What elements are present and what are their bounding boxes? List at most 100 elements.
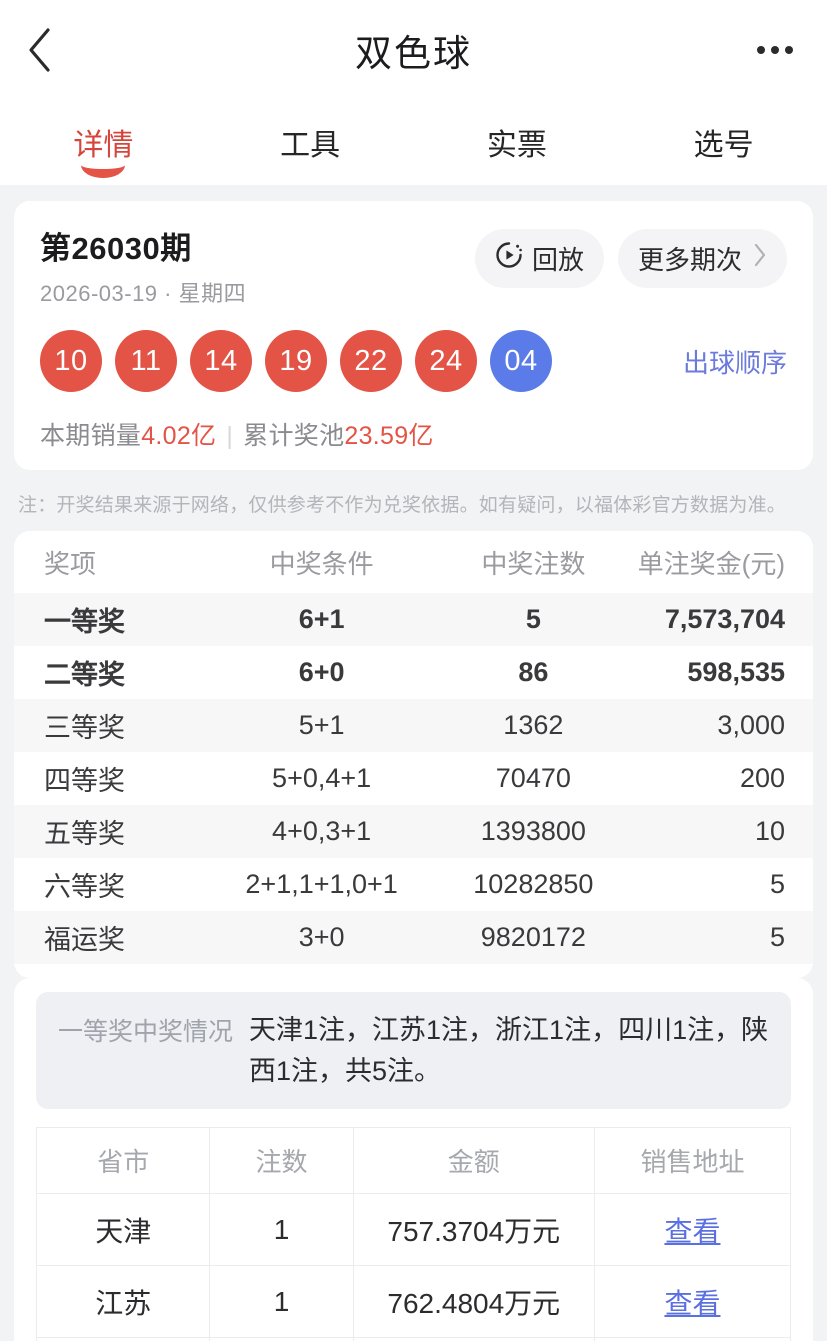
page-title: 双色球 [355,33,472,74]
prize-level: 一等奖 [44,607,125,637]
sales-value: 4.02亿 [141,422,217,450]
pool-value: 23.59亿 [344,422,434,450]
prize-condition: 6+1 [298,604,345,634]
prize-amount: 5 [769,922,785,952]
first-prize-summary-text: 天津1注，江苏1注，浙江1注，四川1注，陕西1注，共5注。 [249,1015,769,1086]
prize-count: 5 [525,604,541,634]
prize-amount: 7,573,704 [664,604,785,634]
section-spacer [0,185,827,201]
prize-condition: 4+0,3+1 [272,816,372,846]
winners-table: 省市 注数 金额 销售地址 天津 1 757.3704万元 查看 江苏 1 76… [35,1127,792,1341]
winning-numbers-row: 10 11 14 19 22 24 04 出球顺序 [40,330,787,392]
issue-info: 第26030期 2026-03-19 · 星期四 [40,223,475,308]
chevron-left-icon [26,27,52,73]
disclaimer-note: 注：开奖结果来源于网络，仅供参考不作为兑奖依据。如有疑问，以福体彩官方数据为准。 [18,495,787,516]
winners-col-count: 注数 [209,1127,354,1194]
prize-level: 四等奖 [44,766,125,796]
red-ball: 24 [415,330,477,392]
prize-amount: 10 [754,816,785,846]
back-button[interactable] [0,0,78,100]
winner-count [209,1337,354,1341]
view-address-link[interactable]: 查看 [664,1215,721,1247]
winner-count: 1 [209,1193,354,1266]
first-prize-summary-label: 一等奖中奖情况 [58,1018,234,1046]
prize-condition: 5+0,4+1 [272,763,372,793]
winner-province: 江苏 [35,1265,211,1338]
tab-details-label: 详情 [73,129,134,162]
winners-col-province: 省市 [35,1127,211,1194]
draw-card-header: 第26030期 2026-03-19 · 星期四 回放 [40,223,787,308]
prize-count: 1362 [503,710,564,740]
prize-amount: 3,000 [717,710,785,740]
tab-tickets-label: 实票 [486,129,547,162]
play-circle-icon [495,241,523,276]
red-ball: 22 [340,330,402,392]
navigation-bar: 双色球 [0,0,827,100]
tab-tickets[interactable]: 实票 [414,108,621,164]
pool-label: 累计奖池 [243,422,345,450]
winner-province [35,1337,211,1341]
prize-table: 奖项 中奖条件 中奖注数 单注奖金(元) 一等奖 6+1 5 7,573,704… [14,531,813,964]
winner-amount [352,1337,595,1341]
replay-button[interactable]: 回放 [474,229,604,288]
table-row: 江苏 1 762.4804万元 查看 [35,1265,792,1338]
prize-level: 二等奖 [44,660,125,690]
table-row [35,1337,792,1341]
prize-breakdown-card: 奖项 中奖条件 中奖注数 单注奖金(元) 一等奖 6+1 5 7,573,704… [14,531,813,978]
prize-condition: 3+0 [298,922,345,952]
prize-amount: 5 [769,869,785,899]
first-prize-winners-card: 一等奖中奖情况 天津1注，江苏1注，浙江1注，四川1注，陕西1注，共5注。 省市… [14,978,813,1341]
table-row: 福运奖 3+0 9820172 5 [14,911,813,964]
draw-card-actions: 回放 更多期次 [474,223,787,288]
prize-condition: 6+0 [298,657,345,687]
draw-result-card: 第26030期 2026-03-19 · 星期四 回放 [14,201,813,470]
tab-tools-label: 工具 [280,129,341,162]
stats-divider: | [226,422,234,450]
winners-col-amount: 金额 [352,1127,595,1194]
table-row: 五等奖 4+0,3+1 1393800 10 [14,805,813,858]
prize-level: 六等奖 [44,872,125,902]
tab-details[interactable]: 详情 [0,108,207,178]
prize-table-header-row: 奖项 中奖条件 中奖注数 单注奖金(元) [14,531,813,593]
more-issues-label: 更多期次 [637,245,742,275]
winner-amount: 762.4804万元 [352,1265,595,1338]
sales-label: 本期销量 [40,422,142,450]
red-ball: 10 [40,330,102,392]
tab-bar: 详情 工具 实票 选号 [0,100,827,185]
winner-count: 1 [209,1265,354,1338]
prize-level: 三等奖 [44,713,125,743]
blue-ball: 04 [490,330,552,392]
red-ball: 14 [190,330,252,392]
prize-condition: 5+1 [298,710,345,740]
red-ball: 19 [265,330,327,392]
prize-col-count: 中奖注数 [481,548,586,579]
table-row: 四等奖 5+0,4+1 70470 200 [14,752,813,805]
issue-number: 第26030期 [40,231,192,266]
winner-province: 天津 [35,1193,211,1266]
more-options-button[interactable] [757,46,793,54]
prize-count: 9820172 [480,922,586,952]
table-row: 六等奖 2+1,1+1,0+1 10282850 5 [14,858,813,911]
tab-tools[interactable]: 工具 [207,108,414,164]
more-dots-icon [771,46,779,54]
prize-level: 福运奖 [44,925,125,955]
winners-col-address: 销售地址 [593,1127,792,1194]
view-address-link[interactable]: 查看 [664,1287,721,1319]
more-dots-icon [785,46,793,54]
ball-order-link[interactable]: 出球顺序 [682,347,787,378]
prize-col-amount: 单注奖金(元) [637,548,785,579]
issue-date: 2026-03-19 · 星期四 [40,281,247,306]
table-row: 一等奖 6+1 5 7,573,704 [14,593,813,646]
more-issues-button[interactable]: 更多期次 [617,229,787,288]
red-ball: 11 [115,330,177,392]
prize-amount: 598,535 [687,657,785,687]
chevron-right-icon [753,243,767,274]
tab-pick-numbers[interactable]: 选号 [620,108,827,164]
winner-amount: 757.3704万元 [352,1193,595,1266]
tab-pick-numbers-label: 选号 [693,129,754,162]
prize-level: 五等奖 [44,819,125,849]
table-row: 三等奖 5+1 1362 3,000 [14,699,813,752]
winning-numbers: 10 11 14 19 22 24 04 [40,330,552,392]
prize-count: 86 [518,657,549,687]
